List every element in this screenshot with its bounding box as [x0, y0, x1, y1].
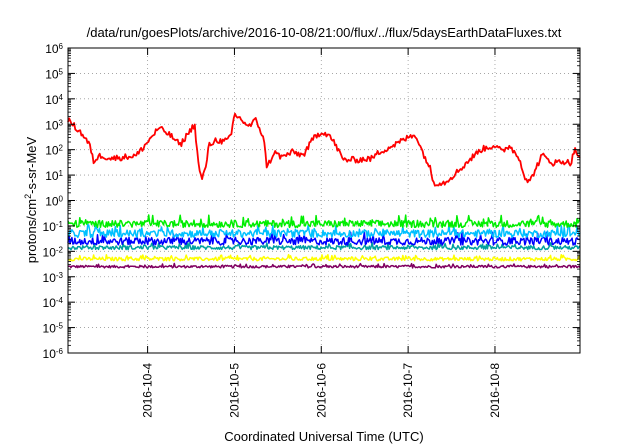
series-line — [67, 214, 581, 229]
y-tick-label: 10-1 — [43, 219, 64, 234]
y-tick-label: 101 — [45, 169, 63, 184]
data-series — [67, 112, 581, 269]
x-tick-label: 2016-10-6 — [314, 363, 328, 418]
y-tick-label: 10-2 — [43, 245, 64, 260]
series-line — [67, 241, 581, 251]
x-tick-label: 2016-10-7 — [401, 363, 415, 418]
x-tick-label: 2016-10-5 — [227, 363, 241, 418]
y-tick-label: 10-3 — [43, 270, 64, 285]
y-tick-label: 103 — [45, 118, 63, 133]
series-line — [67, 230, 581, 246]
y-tick-label: 10-5 — [43, 321, 64, 336]
y-tick-label: 10-6 — [43, 347, 64, 362]
y-tick-label: 100 — [45, 194, 63, 209]
series-line — [67, 223, 581, 239]
y-axis-label: protons/cm2-s-sr-MeV — [23, 136, 39, 263]
chart-title: /data/run/goesPlots/archive/2016-10-08/2… — [87, 25, 562, 40]
y-tick-label: 105 — [45, 67, 63, 82]
series-line — [67, 112, 581, 187]
axes: 10-6 10-5 10-4 10-3 10-2 10-1 100 101 102 103 104 1… — [43, 42, 580, 418]
series-line — [67, 253, 581, 262]
x-tick-label: 2016-10-8 — [488, 363, 502, 418]
series-line — [67, 262, 581, 269]
grid — [68, 48, 580, 353]
y-tick-label: 104 — [45, 92, 63, 107]
y-tick-label: 10-4 — [43, 296, 64, 311]
x-axis-label: Coordinated Universal Time (UTC) — [224, 429, 423, 444]
y-tick-label: 106 — [45, 42, 63, 57]
y-tick-label: 102 — [45, 143, 63, 158]
x-tick-label: 2016-10-4 — [141, 363, 155, 418]
